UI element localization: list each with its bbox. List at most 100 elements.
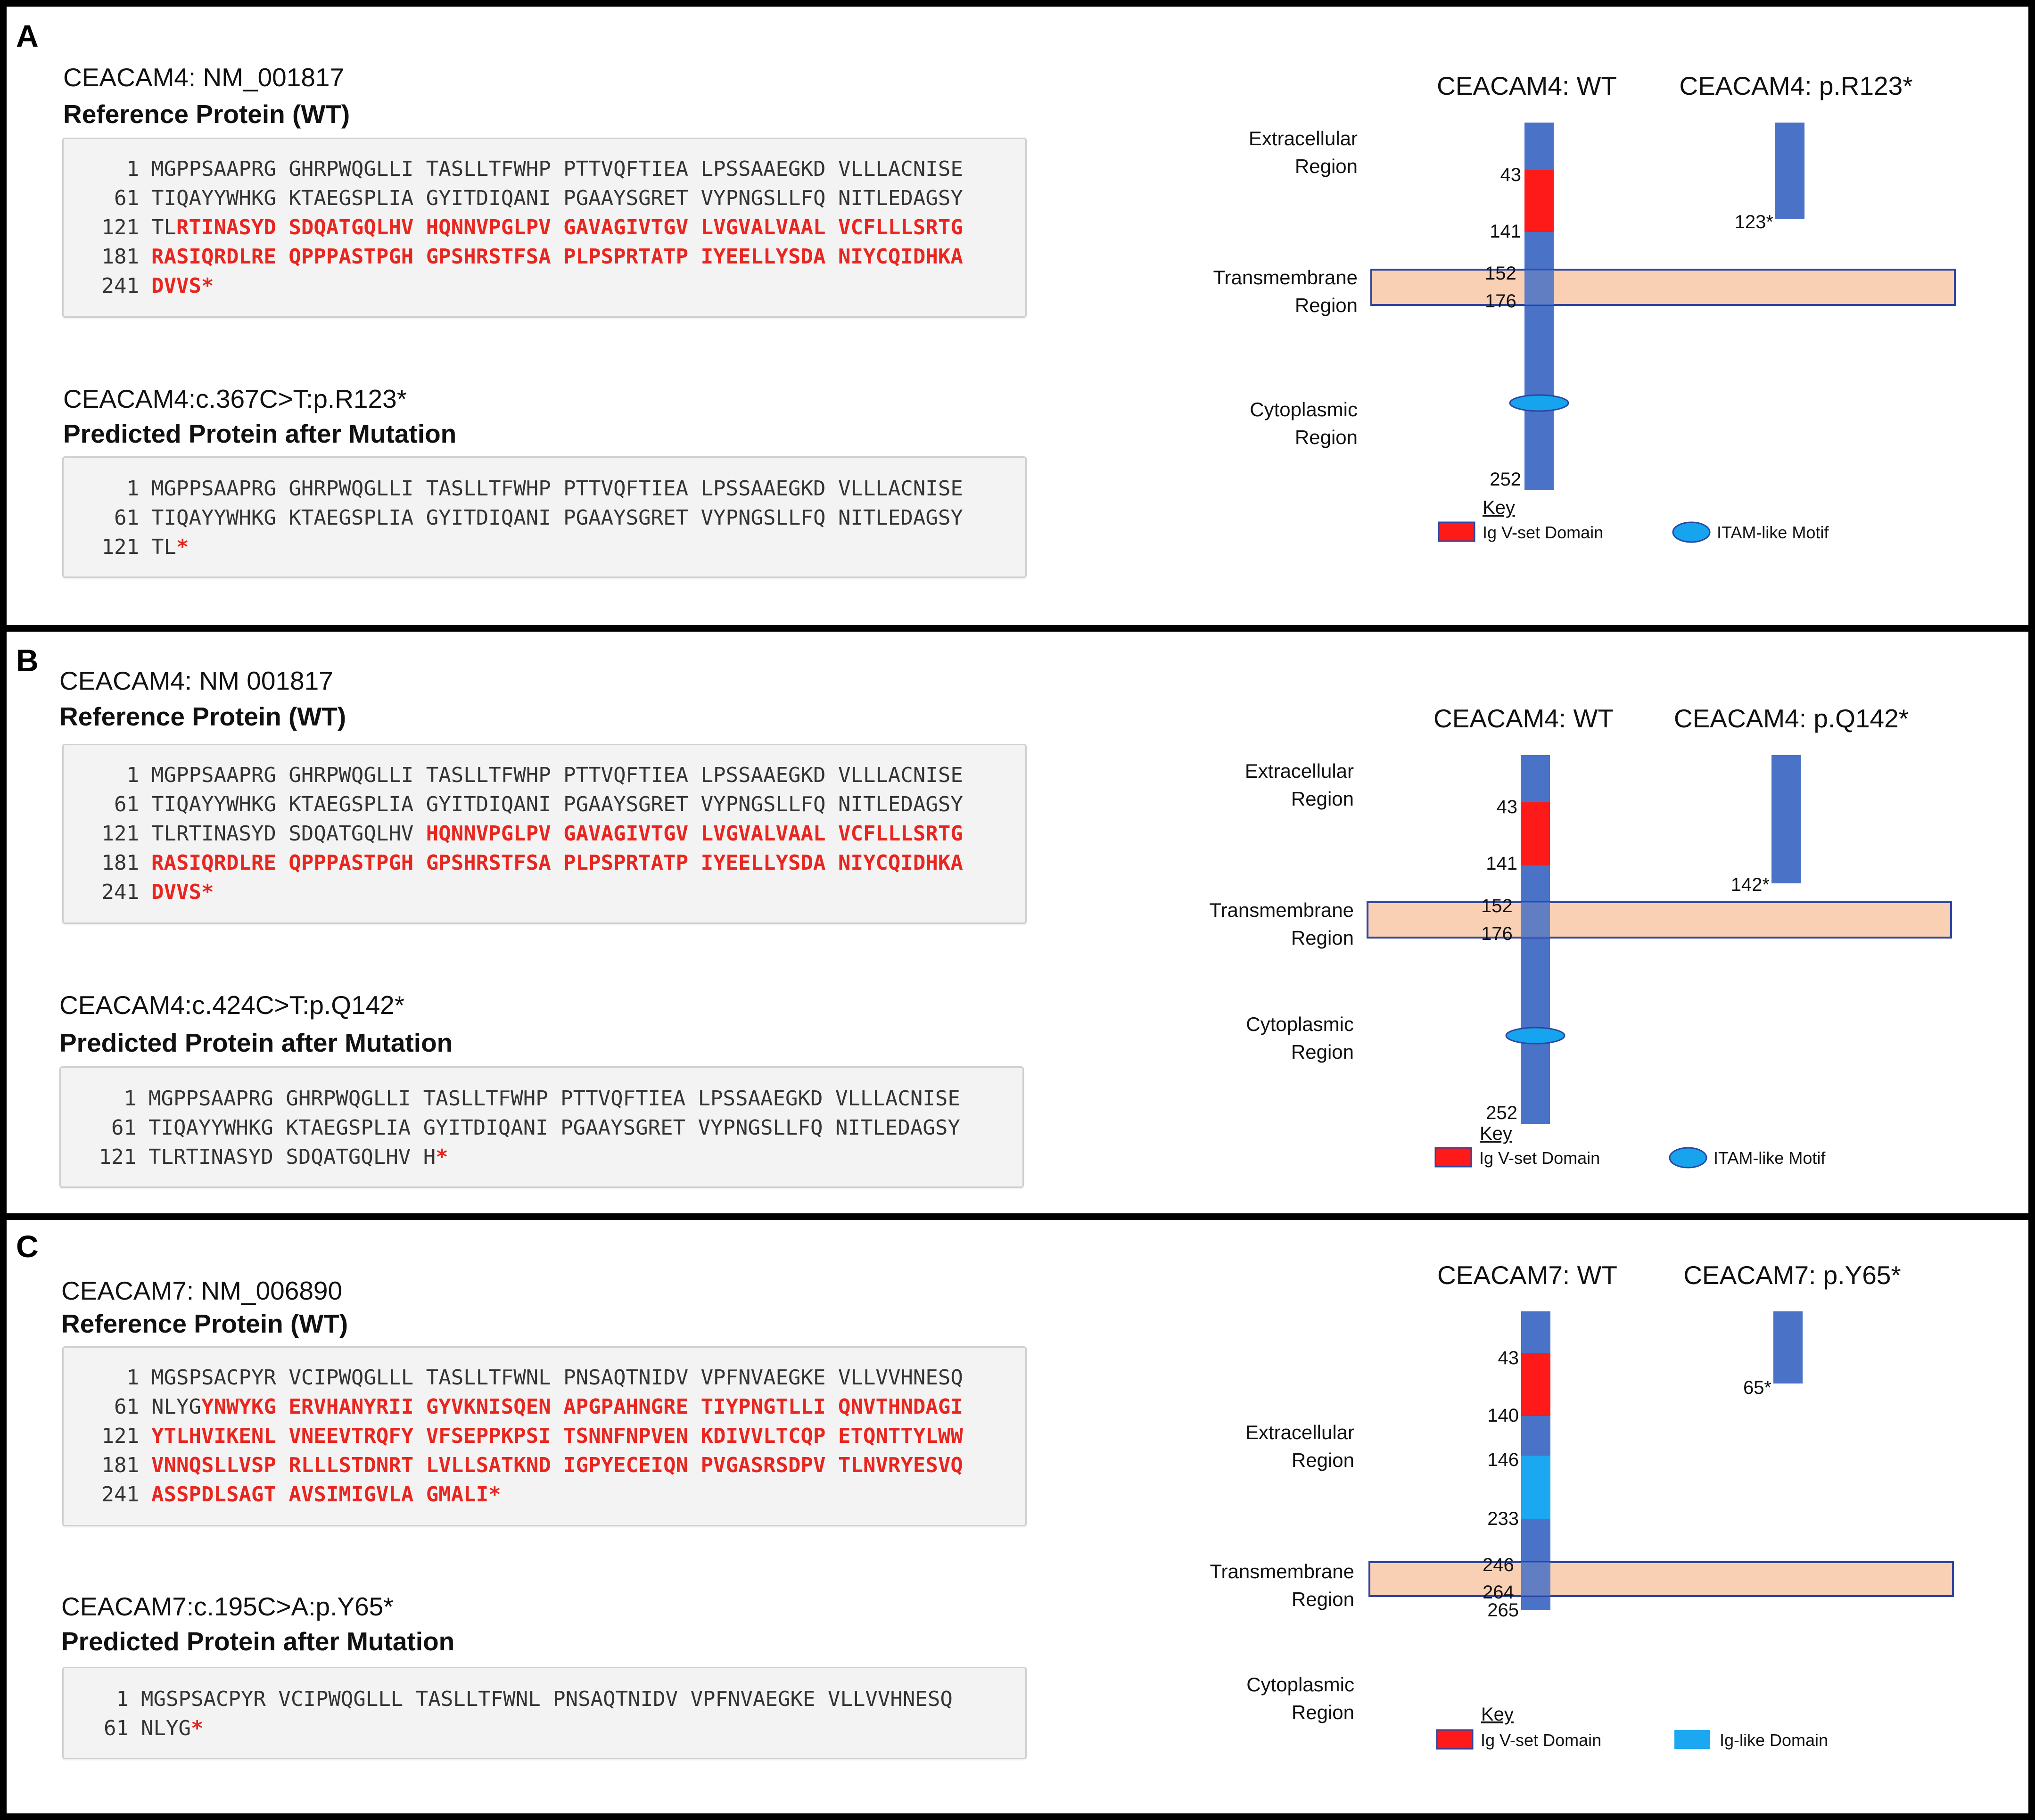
seq-line: 1 MGPPSAAPRG GHRPWQGLLI TASLLTFWHP PTTVQF… [126,157,963,181]
mutant-position-label: 65* [1743,1377,1771,1398]
seq-line: 1 MGPPSAAPRG GHRPWQGLLI TASLLTFWHP PTTVQF… [126,763,963,787]
panel-c-reference-heading: Reference Protein (WT) [61,1309,348,1338]
extracellular-label: Region [1292,1449,1354,1471]
panel-b-reference-heading: Reference Protein (WT) [59,702,346,731]
panel-a-label: A [16,18,39,53]
ig-vset-domain [1521,1353,1550,1416]
seq-line: 1 MGSPSACPYR VCIPWQGLLL TASLLTFWNL PNSAQT… [116,1687,953,1711]
transmembrane-label: Region [1291,927,1354,949]
transmembrane-label: Region [1292,1588,1354,1610]
cytoplasmic-label: Region [1291,1041,1354,1063]
seq-line: 1 MGPPSAAPRG GHRPWQGLLI TASLLTFWHP PTTVQF… [126,477,963,501]
mutant-position-label: 123* [1735,212,1773,232]
panel-a-mutation-title: CEACAM4:c.367C>T:p.R123* [63,384,407,413]
seq-line: 1 MGPPSAAPRG GHRPWQGLLI TASLLTFWHP PTTVQF… [124,1087,960,1111]
panel-c-domain-diagram: CEACAM7: WT CEACAM7: p.Y65* Extracellula… [1210,1260,1954,1750]
wt-protein-tm-segment [1521,902,1550,938]
mutant-protein-bar [1773,1311,1803,1384]
wt-title: CEACAM4: WT [1437,71,1617,100]
position-label: 152 [1481,896,1513,916]
cytoplasmic-label: Region [1292,1701,1354,1723]
mutant-title: CEACAM4: p.R123* [1679,71,1912,100]
wt-title: CEACAM4: WT [1434,704,1614,733]
cytoplasmic-label: Cytoplasmic [1246,1013,1354,1035]
panel-c-mutation-title: CEACAM7:c.195C>A:p.Y65* [61,1592,394,1621]
panel-c-gene-title: CEACAM7: NM_006890 [61,1276,343,1305]
extracellular-label: Region [1295,155,1358,177]
panel-a-reference-seqbox: 1 MGPPSAAPRG GHRPWQGLLI TASLLTFWHP PTTVQF… [62,138,1027,318]
key-ig-like-label: Ig-like Domain [1720,1730,1828,1750]
position-label: 176 [1481,923,1513,944]
panel-a-domain-diagram: CEACAM4: WT CEACAM4: p.R123* Extracellul… [1213,71,1956,543]
ig-like-domain [1521,1456,1550,1519]
seq-line: 121 TLRTINASYD SDQATGQLHV HQNNVPGLPV GAVA… [101,822,963,846]
position-label: 246 [1483,1555,1514,1575]
extracellular-label: Extracellular [1245,1421,1354,1443]
key-ig-vset-swatch [1434,1147,1472,1168]
transmembrane-band [1368,1561,1954,1597]
panel-b-mutation-title: CEACAM4:c.424C>T:p.Q142* [59,990,405,1020]
seq-line: 241 DVVS* [101,880,214,904]
panel-a-reference-heading: Reference Protein (WT) [63,99,350,129]
position-label: 141 [1486,853,1517,874]
cytoplasmic-label: Cytoplasmic [1246,1673,1354,1696]
panel-b-label: B [16,643,39,678]
position-label: 146 [1487,1449,1519,1470]
panel-c-reference-seqbox: 1 MGSPSACPYR VCIPWQGLLL TASLLTFWNL PNSAQT… [62,1346,1027,1526]
key-ig-vset-label: Ig V-set Domain [1479,1148,1600,1168]
mutant-title: CEACAM4: p.Q142* [1674,704,1909,733]
position-label: 152 [1485,263,1516,284]
position-label: 252 [1486,1103,1517,1123]
position-label: 252 [1490,469,1521,490]
mutant-protein-bar [1775,123,1804,219]
panel-b-predicted-seqbox: 1 MGPPSAAPRG GHRPWQGLLI TASLLTFWHP PTTVQF… [59,1066,1024,1188]
position-label: 233 [1487,1508,1519,1529]
position-label: 141 [1490,221,1521,242]
transmembrane-band [1370,269,1956,306]
cytoplasmic-label: Cytoplasmic [1250,398,1358,420]
seq-line: 121 TLRTINASYD SDQATGQLHV H* [99,1145,448,1169]
seq-line: 121 TL* [101,535,189,559]
wt-protein-tm-segment [1521,1562,1550,1596]
transmembrane-band [1367,901,1952,939]
seq-line: 181 RASIQRDLRE QPPPASTPGH GPSHRSTFSA PLPS… [101,851,963,875]
panel-b-gene-title: CEACAM4: NM 001817 [59,666,333,695]
position-label: 43 [1498,1348,1519,1368]
panel-c-predicted-heading: Predicted Protein after Mutation [61,1627,455,1656]
position-label: 140 [1487,1405,1519,1426]
seq-line: 181 VNNQSLLVSP RLLLSTDNRT LVLLSATKND IGPY… [101,1453,963,1477]
position-label: 43 [1500,165,1522,185]
panel-c-label: C [16,1229,39,1264]
key-ig-vset-label: Ig V-set Domain [1483,523,1603,542]
transmembrane-label: Region [1295,294,1358,316]
extracellular-label: Extracellular [1249,127,1358,149]
extracellular-label: Extracellular [1245,760,1354,782]
seq-line: 61 NLYG* [104,1716,204,1740]
key-itam-like-icon [1669,1147,1707,1169]
transmembrane-label: Transmembrane [1213,266,1358,288]
key-ig-vset-swatch [1436,1729,1474,1750]
seq-line: 61 TIQAYYWHKG KTAEGSPLIA GYITDIQANI PGAAY… [114,506,963,530]
key-itam-like-label: ITAM-like Motif [1714,1148,1826,1168]
panel-b-predicted-heading: Predicted Protein after Mutation [59,1028,453,1057]
itam-like-motif-icon [1509,394,1569,412]
position-label: 43 [1497,797,1518,817]
seq-line: 241 DVVS* [101,274,214,298]
position-label: 264 [1483,1582,1514,1603]
seq-line: 61 TIQAYYWHKG KTAEGSPLIA GYITDIQANI PGAAY… [114,792,963,816]
mutant-protein-bar [1771,755,1801,883]
seq-line: 181 RASIQRDLRE QPPPASTPGH GPSHRSTFSA PLPS… [101,245,963,269]
mutant-title: CEACAM7: p.Y65* [1683,1260,1901,1290]
panel-a-predicted-seqbox: 1 MGPPSAAPRG GHRPWQGLLI TASLLTFWHP PTTVQF… [62,456,1027,578]
extracellular-label: Region [1291,788,1354,810]
itam-like-motif-icon [1505,1027,1565,1045]
position-label: 265 [1487,1600,1519,1621]
panel-a-predicted-heading: Predicted Protein after Mutation [63,419,457,448]
seq-line: 121 YTLHVIKENL VNEEVTRQFY VFSEPPKPSI TSNN… [101,1424,963,1448]
key-ig-like-swatch [1674,1730,1710,1749]
ig-vset-domain [1521,802,1550,865]
seq-line: 241 ASSPDLSAGT AVSIMIGVLA GMALI* [101,1482,501,1507]
panel-c-predicted-seqbox: 1 MGSPSACPYR VCIPWQGLLL TASLLTFWNL PNSAQT… [62,1667,1027,1759]
mutant-position-label: 142* [1731,874,1770,895]
key-ig-vset-swatch [1438,521,1475,542]
